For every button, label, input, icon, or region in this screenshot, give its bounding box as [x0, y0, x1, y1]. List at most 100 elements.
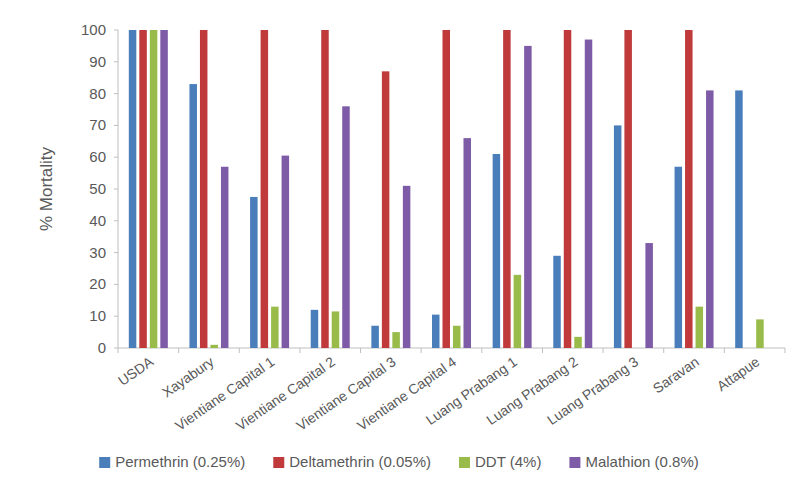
bar	[503, 30, 511, 348]
y-axis-label: % Mortality	[37, 146, 56, 231]
bar	[585, 40, 593, 348]
bars	[129, 30, 764, 348]
x-tick	[785, 348, 786, 353]
x-tick-label: Saravan	[650, 353, 702, 396]
bar	[685, 30, 693, 348]
bar	[210, 345, 218, 348]
x-tick	[663, 348, 664, 353]
y-tick-label: 0	[98, 339, 106, 356]
legend-item: Deltamethrin (0.05%)	[273, 453, 431, 470]
y-tick	[114, 93, 118, 94]
x-tick	[118, 348, 119, 353]
bar	[696, 307, 704, 348]
y-tick-label: 70	[89, 116, 106, 133]
x-tick-label: Vientiane Capital 2	[233, 353, 338, 433]
legend-swatch	[569, 457, 580, 468]
x-tick	[481, 348, 482, 353]
bar	[443, 30, 451, 348]
y-tick	[114, 252, 118, 253]
bar	[200, 30, 208, 348]
y-tick	[114, 348, 118, 349]
bar	[624, 30, 632, 348]
y-tick-label: 50	[89, 180, 106, 197]
x-tick	[178, 348, 179, 353]
y-tick-label: 100	[81, 21, 106, 38]
y-tick-label: 40	[89, 212, 106, 229]
bar	[564, 30, 572, 348]
bar	[129, 30, 137, 348]
y-axis-line	[118, 30, 119, 348]
bar	[403, 186, 411, 348]
x-axis-line	[118, 348, 785, 349]
bar	[514, 275, 522, 348]
x-tick-label: USDA	[115, 353, 157, 389]
bar	[311, 310, 319, 348]
x-tick-label: Vientiane Capital 3	[293, 353, 398, 433]
x-tick	[360, 348, 361, 353]
legend-item: Permethrin (0.25%)	[99, 453, 245, 470]
background	[0, 0, 798, 487]
bar	[635, 348, 643, 349]
y-tick-label: 30	[89, 244, 106, 261]
legend-label: Permethrin (0.25%)	[115, 453, 245, 470]
y-tick	[114, 30, 118, 31]
legend-item: Malathion (0.8%)	[569, 453, 698, 470]
y-tick	[114, 316, 118, 317]
x-tick-label: Luang Prabang 3	[544, 353, 641, 428]
bar	[574, 337, 582, 348]
legend-label: DDT (4%)	[475, 453, 541, 470]
bar	[614, 125, 622, 348]
bar	[382, 71, 390, 348]
y-tick	[114, 220, 118, 221]
bar	[645, 243, 653, 348]
bar	[464, 138, 472, 348]
bar	[432, 315, 440, 348]
legend-label: Deltamethrin (0.05%)	[289, 453, 431, 470]
x-tick	[542, 348, 543, 353]
x-tick	[724, 348, 725, 353]
bar	[332, 311, 340, 348]
chart: 0102030405060708090100% MortalityUSDAXay…	[0, 0, 798, 487]
bar	[342, 106, 350, 348]
x-tick-label: Xayabury	[159, 353, 217, 400]
x-tick	[421, 348, 422, 353]
legend-label: Malathion (0.8%)	[585, 453, 698, 470]
legend: Permethrin (0.25%) Deltamethrin (0.05%) DD…	[99, 453, 699, 470]
x-tick-label: Vientiane Capital 1	[172, 353, 277, 433]
bar	[221, 167, 229, 348]
bar	[735, 90, 743, 348]
bar	[282, 156, 290, 348]
x-tick	[299, 348, 300, 353]
bar	[392, 332, 400, 348]
legend-swatch	[273, 457, 284, 468]
x-tick-label: Vientiane Capital 4	[354, 353, 459, 433]
legend-item: DDT (4%)	[459, 453, 541, 470]
bar	[553, 256, 561, 348]
bar	[139, 30, 147, 348]
y-tick	[114, 284, 118, 285]
bar	[675, 167, 683, 348]
bar	[150, 30, 158, 348]
bar	[371, 326, 379, 348]
y-tick-label: 90	[89, 53, 106, 70]
x-tick-label: Attapue	[714, 353, 763, 394]
legend-swatch	[99, 457, 110, 468]
bar	[453, 326, 461, 348]
bar	[493, 154, 501, 348]
y-tick-label: 80	[89, 85, 106, 102]
bar	[189, 84, 197, 348]
bar	[261, 30, 269, 348]
y-tick	[114, 61, 118, 62]
bar	[706, 90, 714, 348]
bar	[524, 46, 532, 348]
bar	[271, 307, 279, 348]
x-tick	[239, 348, 240, 353]
y-tick	[114, 157, 118, 158]
bar	[160, 30, 168, 348]
y-tick	[114, 189, 118, 190]
legend-swatch	[459, 457, 470, 468]
y-tick-label: 20	[89, 275, 106, 292]
y-tick	[114, 125, 118, 126]
bar	[250, 197, 258, 348]
bar	[321, 30, 329, 348]
